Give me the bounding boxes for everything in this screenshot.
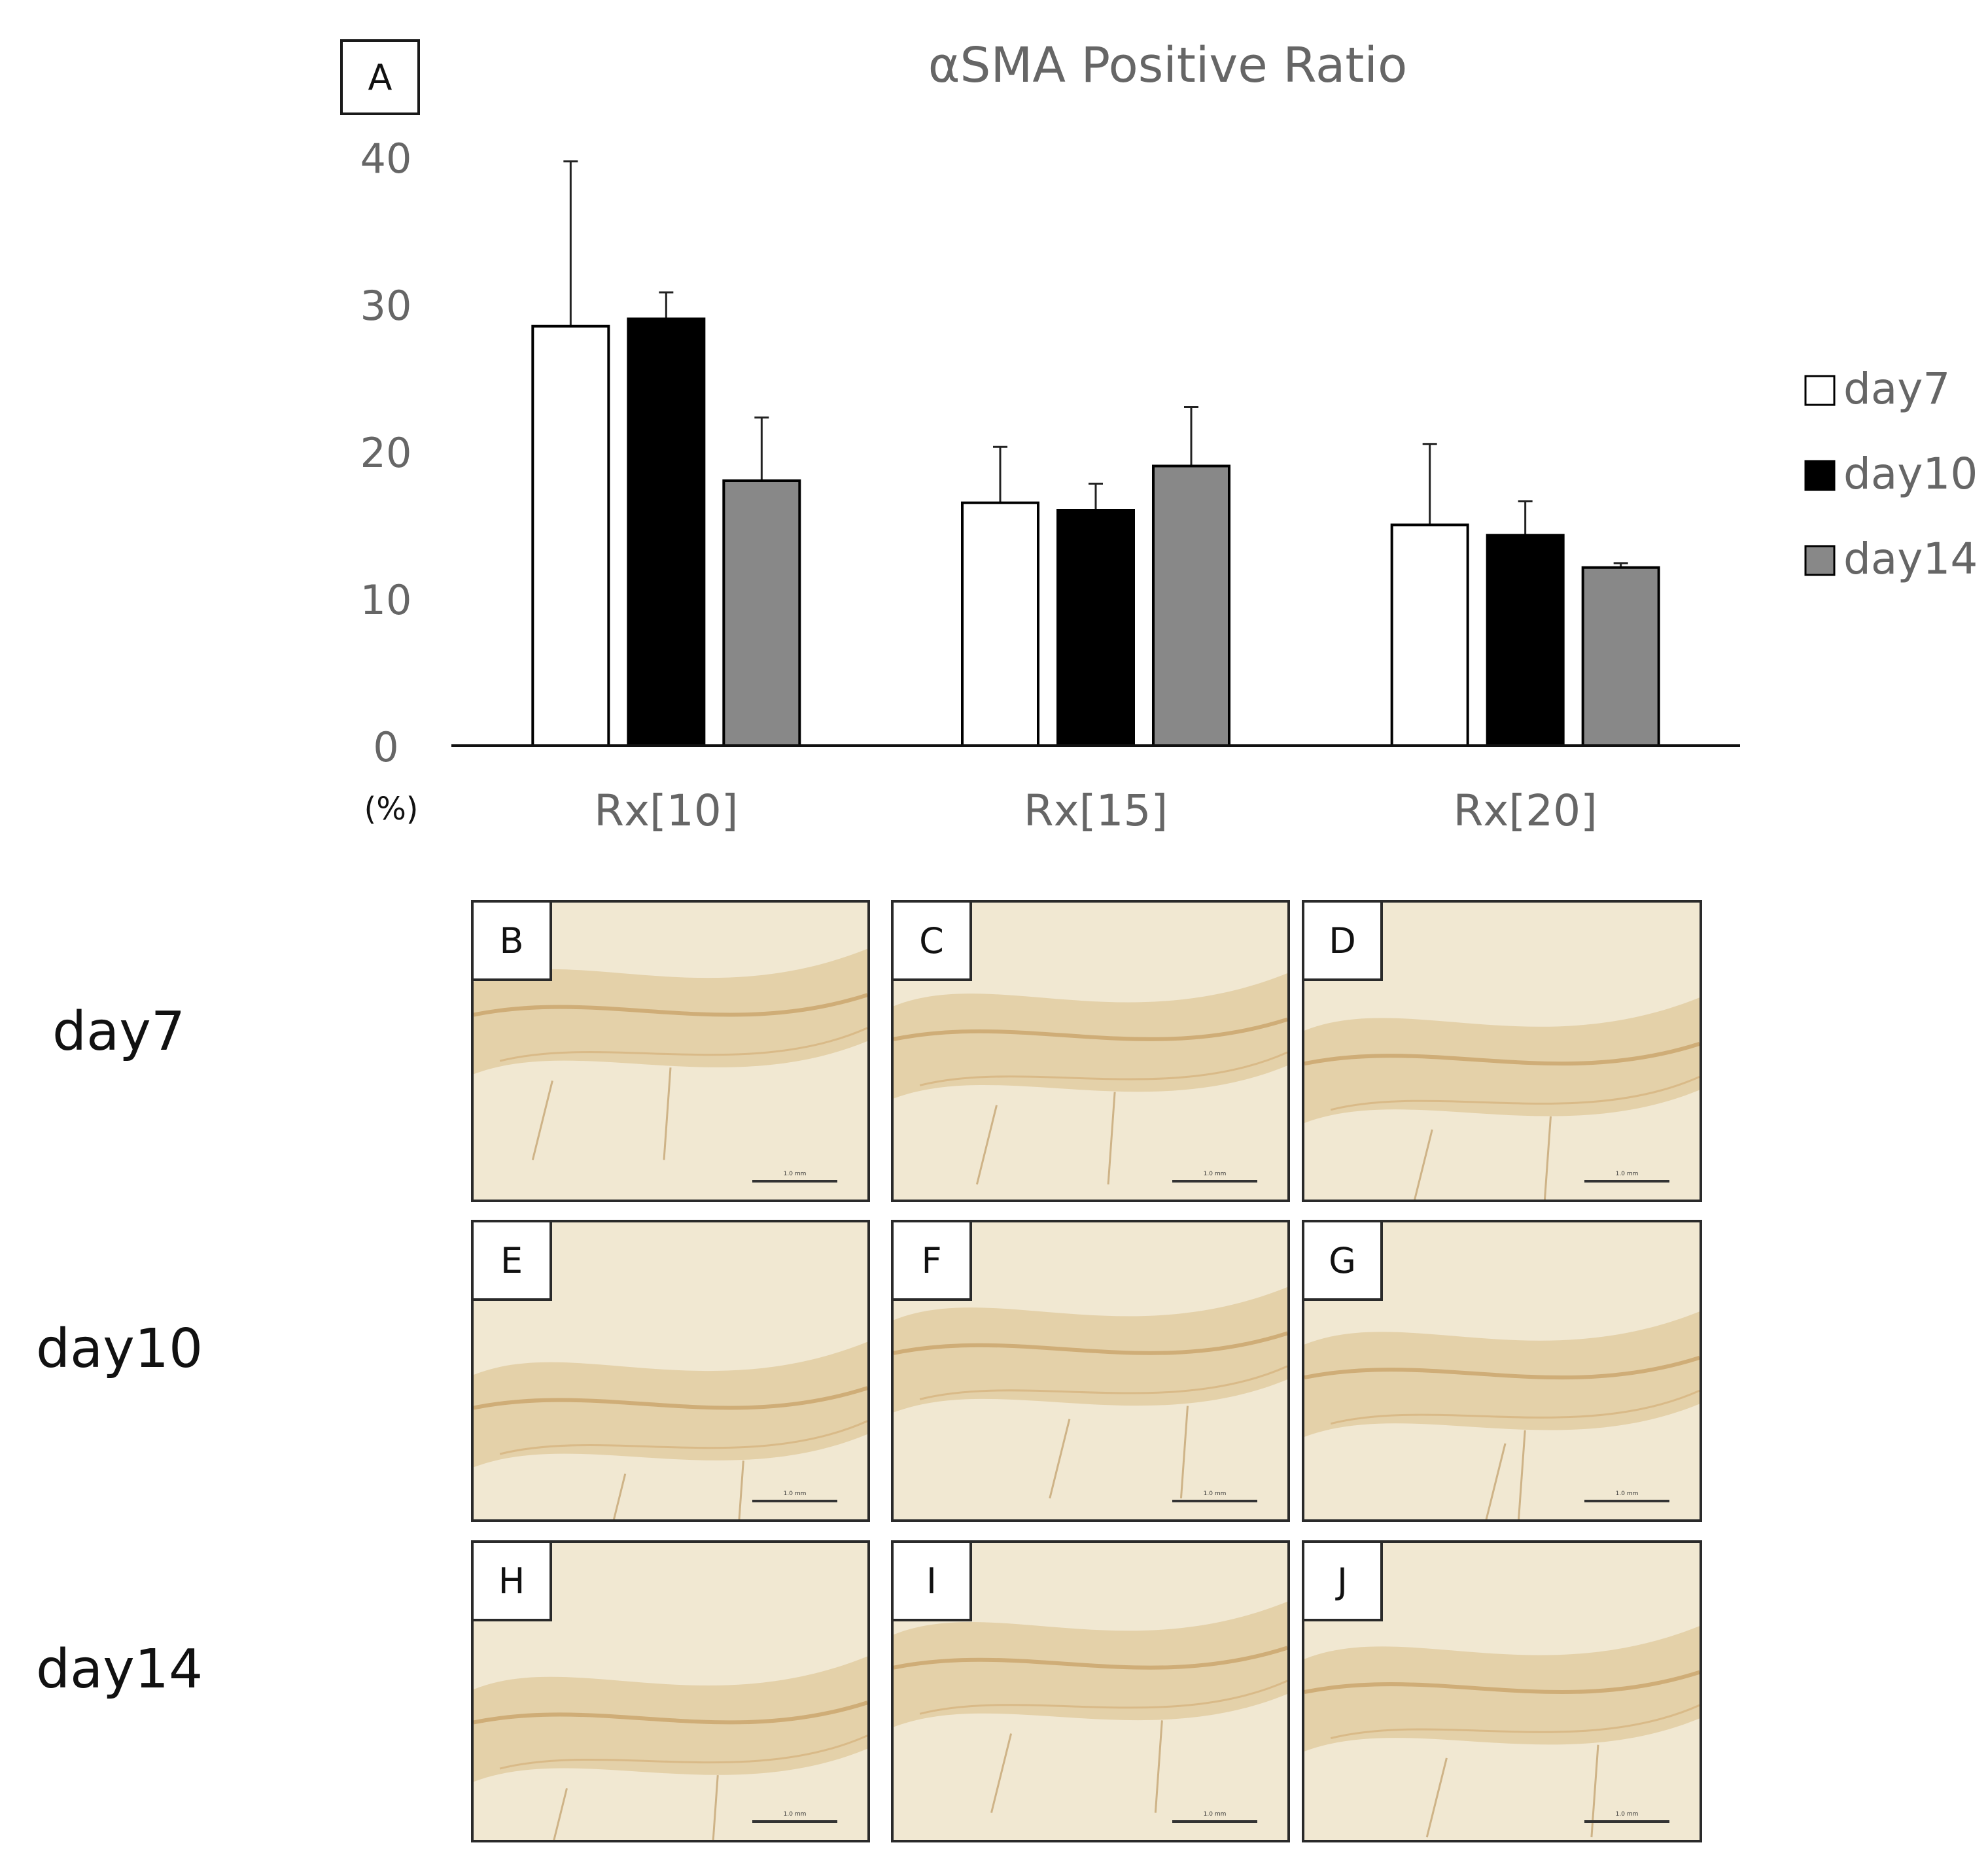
legend-swatch-day7 [1804, 375, 1836, 406]
scale-bar-label: 1.0 mm [1203, 1171, 1227, 1177]
tissue-image [474, 903, 867, 1200]
y-tick-label: 30 [360, 282, 412, 330]
y-tick-label: 20 [360, 429, 412, 477]
tissue-image [474, 1543, 867, 1840]
micrograph-panel-e: E 1.0 mm [471, 1220, 870, 1522]
x-tick-label: Rx[15] [1024, 786, 1168, 836]
y-axis-unit: (%) [364, 791, 418, 827]
scale-bar [1584, 1500, 1669, 1502]
panel-label: H [474, 1543, 552, 1621]
scale-bar-label: 1.0 mm [1203, 1811, 1227, 1818]
scale-bar [1172, 1180, 1257, 1183]
bar-day10-3 [1486, 534, 1565, 747]
scale-bar [1584, 1180, 1669, 1183]
micrograph-panel-d: D 1.0 mm [1302, 900, 1702, 1202]
bar-day10-2 [1056, 509, 1135, 747]
micrograph-panel-i: I 1.0 mm [891, 1540, 1290, 1842]
y-tick-label: 0 [373, 723, 398, 771]
bar-day14-2 [1152, 464, 1230, 747]
x-tick-label: Rx[20] [1453, 786, 1597, 836]
micrograph-panel-b: B 1.0 mm [471, 900, 870, 1202]
scale-bar-label: 1.0 mm [783, 1491, 807, 1497]
panel-label: D [1304, 903, 1383, 981]
micrograph-panel-f: F 1.0 mm [891, 1220, 1290, 1522]
bar-day7-2 [961, 501, 1039, 747]
panel-label: F [894, 1222, 972, 1301]
bar-day10-1 [627, 317, 706, 747]
legend-label-day10: day10 [1843, 449, 1978, 499]
scale-bar-label: 1.0 mm [783, 1811, 807, 1818]
legend-swatch-day10 [1804, 460, 1836, 491]
panel-a-label: A [340, 39, 420, 115]
bar-day14-1 [722, 479, 801, 747]
y-tick-label: 40 [360, 135, 412, 182]
scale-bar-label: 1.0 mm [1203, 1491, 1227, 1497]
scale-bar-label: 1.0 mm [1615, 1171, 1639, 1177]
bar-day7-3 [1390, 523, 1469, 747]
bar-day7-1 [531, 324, 610, 747]
tissue-image [1304, 903, 1700, 1200]
bar-day14-3 [1581, 566, 1660, 747]
micrograph-panel-h: H 1.0 mm [471, 1540, 870, 1842]
panel-label: B [474, 903, 552, 981]
row-label-day10: day10 [36, 1318, 203, 1380]
micrograph-panel-j: J 1.0 mm [1302, 1540, 1702, 1842]
scale-bar [1584, 1820, 1669, 1823]
scale-bar [1172, 1500, 1257, 1502]
panel-label: G [1304, 1222, 1383, 1301]
scale-bar [752, 1820, 837, 1823]
scale-bar-label: 1.0 mm [1615, 1811, 1639, 1818]
scale-bar [752, 1500, 837, 1502]
row-label-day7: day7 [52, 1001, 185, 1063]
legend-label-day14: day14 [1843, 534, 1978, 584]
micrograph-panel-g: G 1.0 mm [1302, 1220, 1702, 1522]
scale-bar-label: 1.0 mm [1615, 1491, 1639, 1497]
scale-bar-label: 1.0 mm [783, 1171, 807, 1177]
panel-label: I [894, 1543, 972, 1621]
x-tick-label: Rx[10] [594, 786, 738, 836]
y-tick-label: 10 [360, 576, 412, 624]
panel-label: J [1304, 1543, 1383, 1621]
tissue-image [474, 1222, 867, 1519]
legend-swatch-day14 [1804, 545, 1836, 576]
scale-bar [1172, 1820, 1257, 1823]
chart-title: αSMA Positive Ratio [928, 37, 1408, 94]
bar-chart: αSMA Positive Ratio 0 10 20 30 40 (%) Rx[10] Rx[… [360, 37, 1978, 836]
scale-bar [752, 1180, 837, 1183]
row-label-day14: day14 [36, 1638, 203, 1701]
panel-label: C [894, 903, 972, 981]
panel-label: E [474, 1222, 552, 1301]
legend-label-day7: day7 [1843, 364, 1950, 414]
micrograph-panel-c: C 1.0 mm [891, 900, 1290, 1202]
